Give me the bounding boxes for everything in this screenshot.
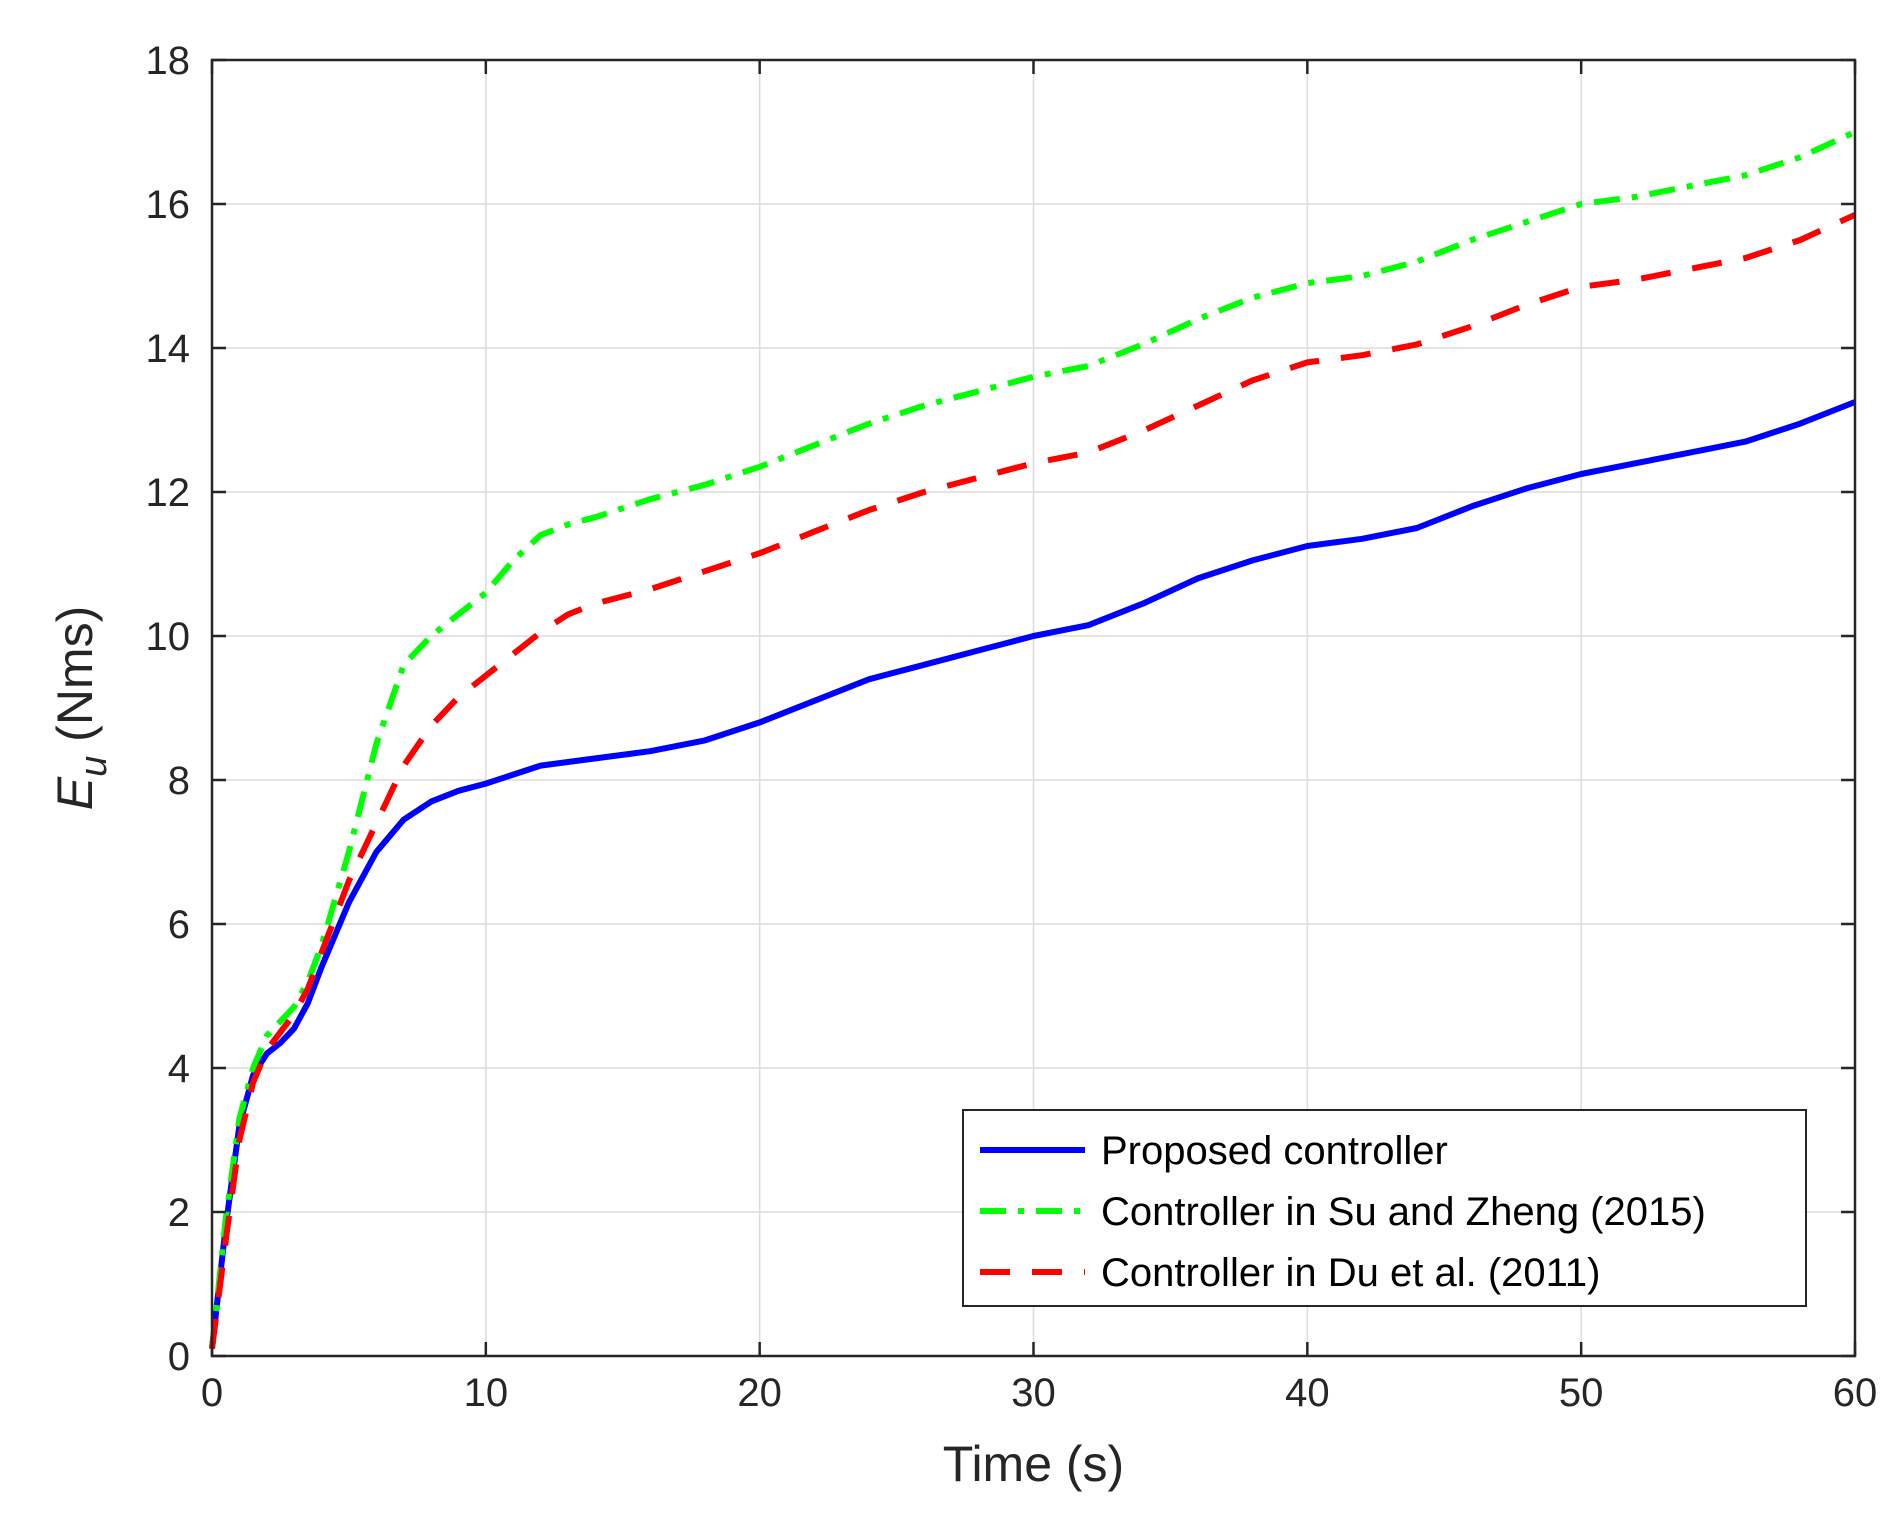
legend-box bbox=[962, 1109, 1807, 1307]
y-tick-label: 18 bbox=[146, 39, 191, 83]
x-tick-label: 40 bbox=[1285, 1371, 1330, 1415]
x-tick-label: 30 bbox=[1011, 1371, 1056, 1415]
series-line-1 bbox=[209, 399, 1857, 1350]
y-tick-label: 4 bbox=[168, 1047, 190, 1091]
legend-label-2: Controller in Su and Zheng (2015) bbox=[1101, 1190, 1706, 1234]
series-lines bbox=[209, 129, 1857, 1350]
y-tick-label: 12 bbox=[146, 471, 191, 515]
legend-label-3: Controller in Du et al. (2011) bbox=[1101, 1251, 1601, 1295]
y-tick-label: 14 bbox=[146, 327, 191, 371]
x-tick-label: 20 bbox=[737, 1371, 782, 1415]
legend: Proposed controller Controller in Su and … bbox=[962, 1109, 1807, 1307]
legend-label-1: Proposed controller bbox=[1101, 1129, 1448, 1173]
x-tick-label: 0 bbox=[201, 1371, 223, 1415]
y-tick-label: 2 bbox=[168, 1191, 190, 1235]
y-tick-label: 6 bbox=[168, 903, 190, 947]
y-tick-label: 0 bbox=[168, 1335, 190, 1379]
x-axis-title: Time (s) bbox=[943, 1436, 1124, 1492]
x-tick-label: 60 bbox=[1833, 1371, 1878, 1415]
x-tick-label: 50 bbox=[1559, 1371, 1604, 1415]
y-axis-title: Eu (Nms) bbox=[47, 606, 115, 810]
y-tick-label: 10 bbox=[146, 615, 191, 659]
y-axis-symbol: E bbox=[47, 776, 103, 810]
y-axis-unit: (Nms) bbox=[47, 606, 103, 756]
y-axis-subscript: u bbox=[73, 756, 115, 777]
x-tick-label: 10 bbox=[464, 1371, 509, 1415]
axis-ticks: 0 10 20 30 40 50 60 0 2 4 6 8 10 12 14 16 18 bbox=[146, 39, 1878, 1415]
y-tick-label: 16 bbox=[146, 183, 191, 227]
y-tick-label: 8 bbox=[168, 759, 190, 803]
series-line-3 bbox=[209, 212, 1857, 1350]
